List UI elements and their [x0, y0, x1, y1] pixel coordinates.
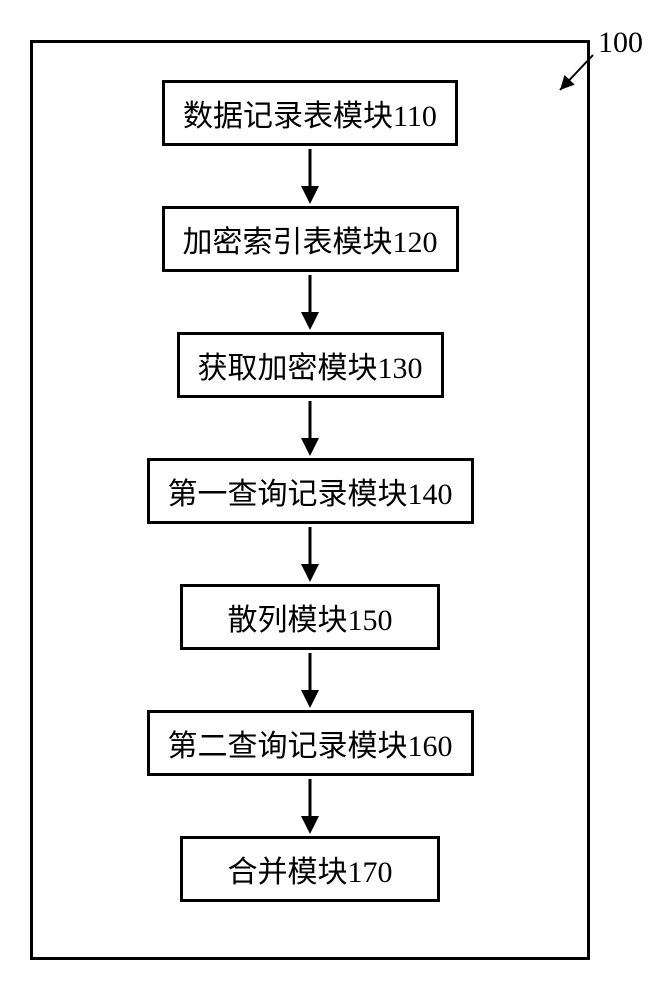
- flow-arrow-5: [0, 0, 654, 1000]
